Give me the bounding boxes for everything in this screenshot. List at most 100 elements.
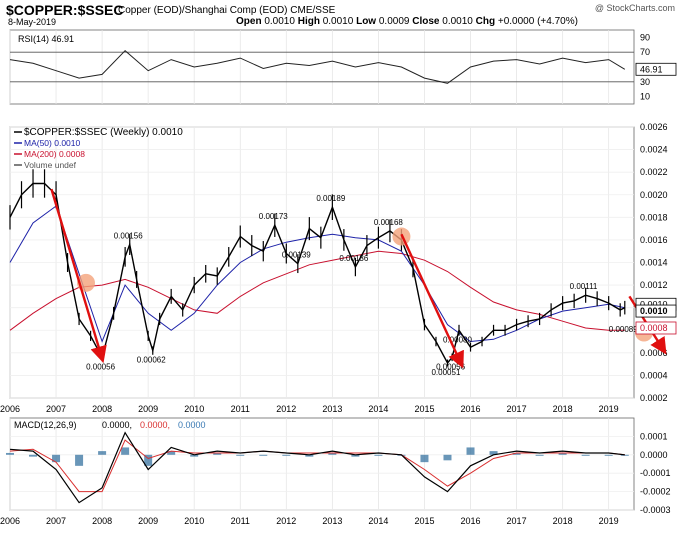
macd-histogram-bar bbox=[259, 454, 268, 456]
price-value-badge-text: 0.0010 bbox=[640, 306, 668, 316]
macd-xtick-label: 2010 bbox=[184, 516, 204, 526]
macd-ytick-label: -0.0002 bbox=[640, 487, 671, 497]
macd-ytick-label: -0.0001 bbox=[640, 468, 671, 478]
price-xtick-label: 2017 bbox=[507, 404, 527, 414]
macd-histogram-bar bbox=[282, 454, 291, 456]
macd-histogram-bar bbox=[581, 454, 590, 456]
macd-ytick-label: 0.0001 bbox=[640, 431, 668, 441]
price-xtick-label: 2014 bbox=[368, 404, 388, 414]
price-annotation: 0.00189 bbox=[316, 194, 345, 203]
macd-ytick-label: 0.0000 bbox=[640, 450, 668, 460]
macd-xtick-label: 2009 bbox=[138, 516, 158, 526]
macd-histogram-bar bbox=[466, 447, 475, 455]
price-annotation: 0.00156 bbox=[114, 231, 143, 240]
macd-histogram-bar bbox=[351, 454, 360, 457]
rsi-panel-frame bbox=[9, 29, 635, 105]
chart-subtitle: Copper (EOD)/Shanghai Comp (EOD) CME/SSE bbox=[118, 5, 336, 16]
price-annotation: 0.00136 bbox=[339, 254, 368, 263]
price-xtick-label: 2013 bbox=[322, 404, 342, 414]
macd-histogram-bar bbox=[98, 451, 107, 455]
price-value-badge-text: 0.0010 bbox=[640, 299, 668, 309]
rsi-ytick-label: 90 bbox=[640, 32, 650, 42]
price-ytick-label: 0.0026 bbox=[640, 122, 668, 132]
macd-histogram-bar bbox=[213, 452, 222, 455]
macd-histogram-bar bbox=[558, 452, 567, 455]
price-xtick-label: 2007 bbox=[46, 404, 66, 414]
legend-entry: $COPPER:$SSEC (Weekly) 0.0010 bbox=[24, 127, 183, 138]
chart-symbol-title: $COPPER:$SSEC bbox=[6, 2, 124, 18]
price-xtick-label: 2012 bbox=[276, 404, 296, 414]
price-annotation: 0.00168 bbox=[374, 218, 403, 227]
price-line bbox=[9, 182, 626, 365]
price-xtick-label: 2015 bbox=[414, 404, 434, 414]
chg-label: Chg bbox=[475, 16, 496, 27]
macd-histogram-bar bbox=[236, 454, 245, 456]
rsi-line bbox=[9, 50, 626, 84]
legend-entry: MA(50) 0.0010 bbox=[24, 138, 80, 148]
rsi-ytick-label: 30 bbox=[640, 77, 650, 87]
high-label: High bbox=[297, 16, 320, 27]
macd-histogram-bar bbox=[144, 454, 153, 466]
macd-histogram-bar bbox=[443, 454, 452, 461]
price-ytick-label: 0.0016 bbox=[640, 235, 668, 245]
price-ytick-label: 0.0024 bbox=[640, 145, 668, 155]
rsi-value-badge-text: 46.91 bbox=[640, 64, 663, 74]
price-value-badge bbox=[635, 304, 677, 318]
price-annotation: 0.00056 bbox=[86, 362, 115, 371]
macd-xtick-label: 2018 bbox=[553, 516, 573, 526]
price-ytick-label: 0.0018 bbox=[640, 212, 668, 222]
price-annotation: 0.00139 bbox=[282, 251, 311, 260]
price-annotation: 0.00173 bbox=[259, 212, 288, 221]
macd-histogram-bar bbox=[489, 451, 498, 455]
price-xtick-label: 2008 bbox=[92, 404, 112, 414]
price-xtick-label: 2018 bbox=[553, 404, 573, 414]
open-label: Open bbox=[236, 16, 262, 27]
price-value-badge-text: 0.0008 bbox=[640, 323, 668, 333]
quote-summary: Open 0.0010 High 0.0010 Low 0.0009 Close… bbox=[236, 16, 578, 27]
stockcharts-watermark: @ StockCharts.com bbox=[594, 3, 675, 13]
price-ytick-label: 0.0004 bbox=[640, 370, 668, 380]
price-xtick-label: 2006 bbox=[0, 404, 20, 414]
price-ytick-label: 0.0022 bbox=[640, 167, 668, 177]
price-annotation: 0.00111 bbox=[570, 282, 598, 291]
macd-xtick-label: 2014 bbox=[368, 516, 388, 526]
macd-xtick-label: 2008 bbox=[92, 516, 112, 526]
price-annotation: 0.00089 bbox=[609, 325, 638, 334]
price-xtick-label: 2010 bbox=[184, 404, 204, 414]
macd-xtick-label: 2007 bbox=[46, 516, 66, 526]
rsi-label: RSI(14) 46.91 bbox=[18, 34, 74, 44]
macd-label-value: 0.0000, bbox=[140, 420, 170, 430]
price-xtick-label: 2019 bbox=[599, 404, 619, 414]
trend-arrow bbox=[50, 188, 107, 364]
macd-xtick-label: 2012 bbox=[276, 516, 296, 526]
low-label: Low bbox=[356, 16, 377, 27]
trend-arrow bbox=[400, 233, 464, 369]
macd-histogram-bar bbox=[535, 454, 544, 456]
price-annotation: 0.00051 bbox=[431, 368, 460, 377]
close-value: 0.0010 bbox=[442, 16, 473, 27]
close-label: Close bbox=[412, 16, 440, 27]
macd-histogram-bar bbox=[305, 454, 314, 457]
price-annotation: 0.00062 bbox=[137, 356, 166, 365]
price-annotation: 0.00080 bbox=[443, 335, 472, 344]
price-ytick-label: 0.0020 bbox=[640, 190, 668, 200]
price-ytick-label: 0.0012 bbox=[640, 280, 668, 290]
macd-histogram-bar bbox=[29, 454, 38, 457]
price-xtick-label: 2011 bbox=[231, 404, 250, 414]
macd-xtick-label: 2011 bbox=[231, 516, 250, 526]
price-ytick-label: 0.0014 bbox=[640, 258, 668, 268]
legend-entry: Volume undef bbox=[24, 160, 77, 170]
ma200-line bbox=[9, 250, 625, 331]
chart-date: 8-May-2019 bbox=[8, 17, 57, 27]
macd-xtick-label: 2016 bbox=[461, 516, 481, 526]
macd-label: MACD(12,26,9) bbox=[14, 420, 77, 430]
macd-xtick-label: 2019 bbox=[599, 516, 619, 526]
macd-histogram-bar bbox=[420, 454, 429, 463]
macd-histogram-bar bbox=[374, 454, 383, 456]
price-ytick-label: 0.0002 bbox=[640, 393, 668, 403]
price-xtick-label: 2016 bbox=[461, 404, 481, 414]
macd-histogram-bar bbox=[167, 451, 176, 455]
rsi-value-badge bbox=[635, 62, 677, 76]
rsi-ytick-label: 70 bbox=[640, 47, 650, 57]
